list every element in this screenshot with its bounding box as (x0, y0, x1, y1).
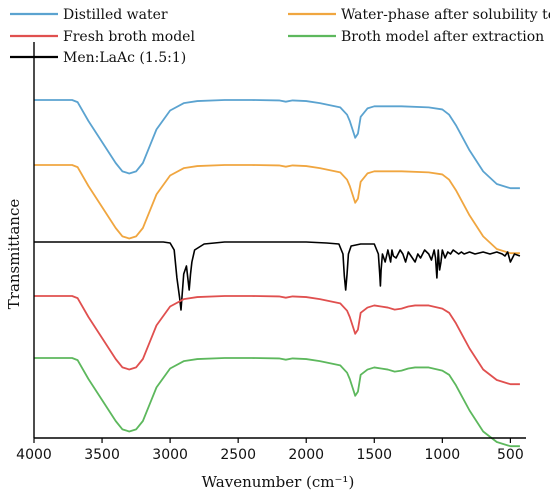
series-line-1 (34, 99, 520, 190)
series-line-2 (34, 164, 520, 255)
x-tick-label: 3000 (152, 447, 188, 463)
x-tick-label: 4000 (16, 447, 52, 463)
x-tick-label: 3500 (84, 447, 120, 463)
x-tick-label: 1500 (356, 447, 392, 463)
x-tick-label: 2000 (288, 447, 324, 463)
x-tick-label: 1000 (425, 447, 461, 463)
legend-label-5: Broth model after extraction (341, 29, 544, 45)
legend-label-4: Fresh broth model (63, 29, 195, 45)
legend: Distilled water Water-phase after solubil… (10, 7, 550, 66)
x-tick-label: 2500 (220, 447, 256, 463)
plot-area (34, 99, 521, 448)
x-tick-label: 500 (497, 447, 524, 463)
legend-label-2: Water-phase after solubility test (341, 7, 550, 23)
legend-label-1: Distilled water (63, 7, 168, 23)
axes: 4000 3500 3000 2500 2000 1500 1000 500 (16, 42, 526, 463)
y-axis-title: Transmittance (5, 199, 23, 310)
series-line-5 (34, 357, 520, 448)
series-line-3 (34, 241, 521, 311)
x-axis-title: Wavenumber (cm⁻¹) (202, 473, 355, 491)
series-line-4 (34, 295, 520, 386)
legend-label-3: Men:LaAc (1.5:1) (63, 50, 186, 66)
